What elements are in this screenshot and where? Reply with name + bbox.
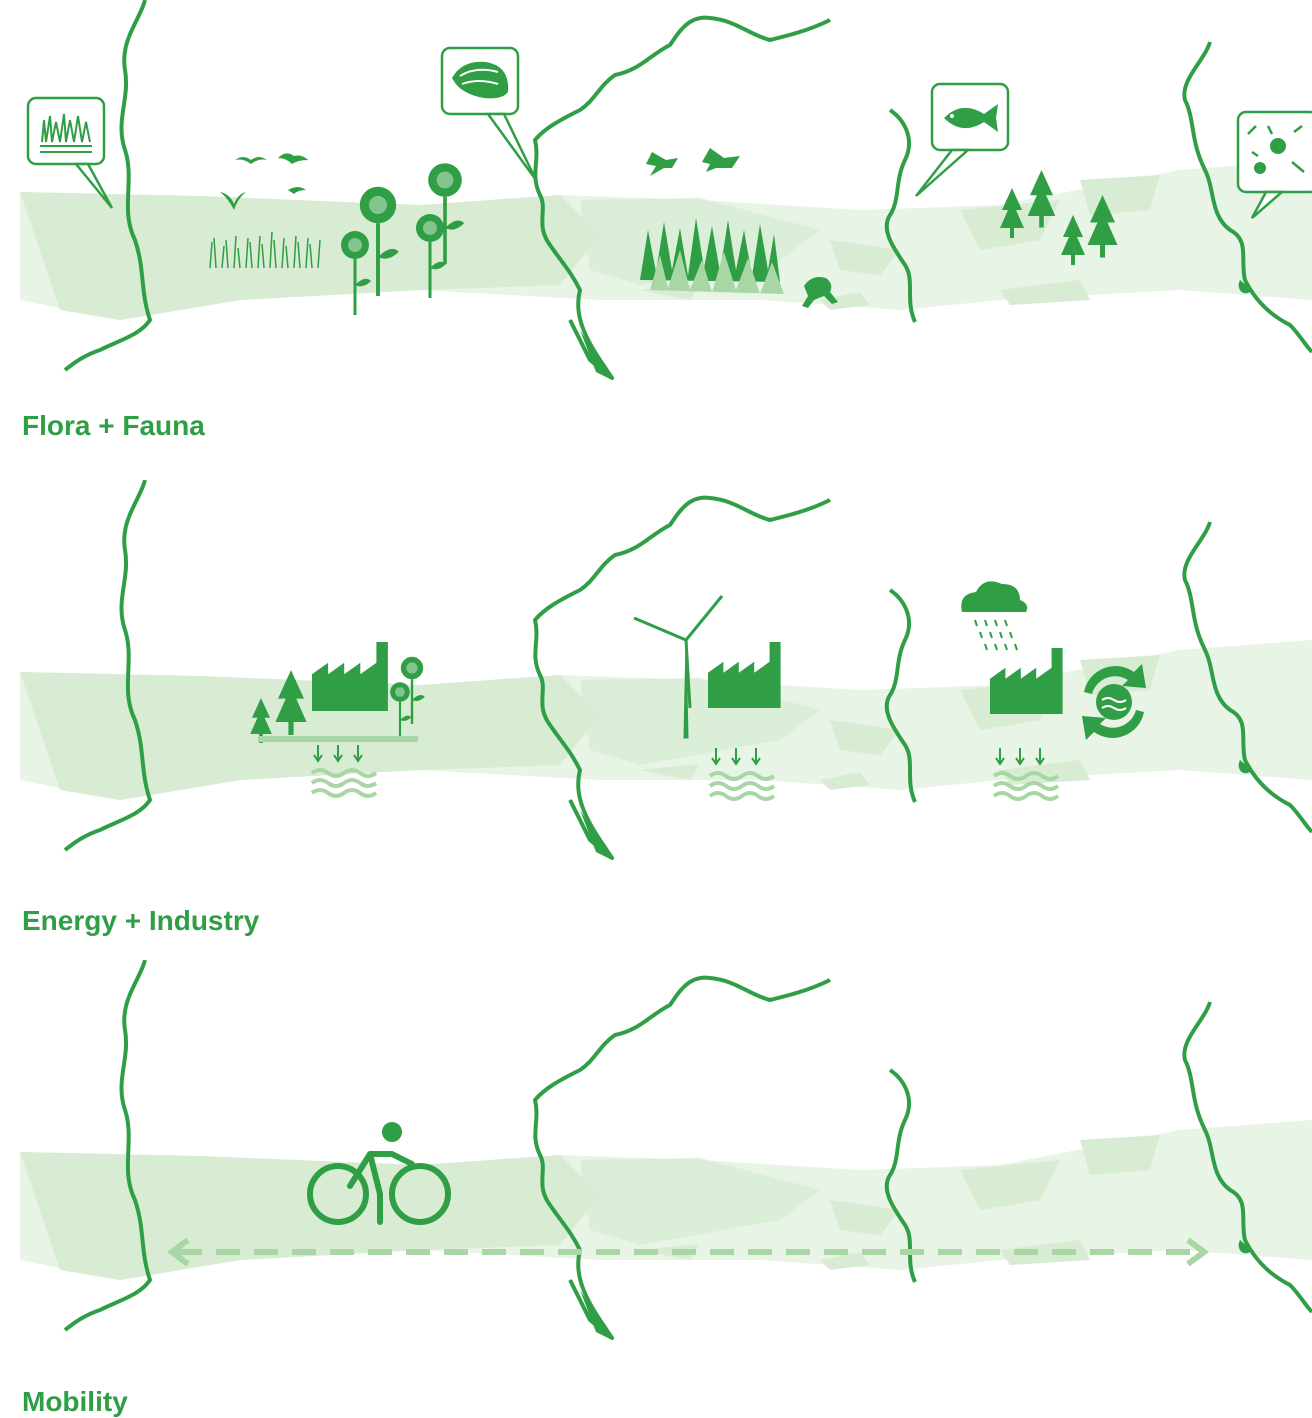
factory-icon	[312, 642, 388, 711]
factory-icon	[708, 642, 781, 708]
bird-icon	[220, 153, 308, 210]
crane-icon	[646, 148, 740, 176]
wind-turbine-icon	[633, 595, 724, 739]
frog-icon	[802, 277, 838, 308]
double-arrow-path-icon	[167, 1237, 1209, 1267]
shellfish-callout-icon	[440, 46, 538, 181]
water-recycle-icon	[1082, 664, 1146, 740]
ground-line	[258, 736, 418, 742]
cyclist-icon	[307, 1122, 451, 1225]
landscape-map	[18, 960, 1312, 1342]
wetland-callout-icon	[26, 96, 114, 209]
landscape-map	[18, 0, 1312, 382]
grass-icon	[640, 218, 784, 294]
panel-caption-flora-fauna: Flora + Fauna	[22, 410, 205, 441]
panel-caption-mobility: Mobility	[22, 1386, 128, 1417]
factory-icon	[990, 648, 1063, 714]
fish-callout-icon	[915, 82, 1010, 197]
panel-flora-fauna	[0, 0, 1312, 400]
rain-cloud-icon	[961, 581, 1028, 651]
panel-caption-energy-industry: Energy + Industry	[22, 905, 260, 936]
panel-mobility	[0, 960, 1312, 1360]
reed-icon	[209, 231, 321, 269]
microbe-callout-icon	[1236, 110, 1312, 219]
panel-energy-industry	[0, 480, 1312, 880]
